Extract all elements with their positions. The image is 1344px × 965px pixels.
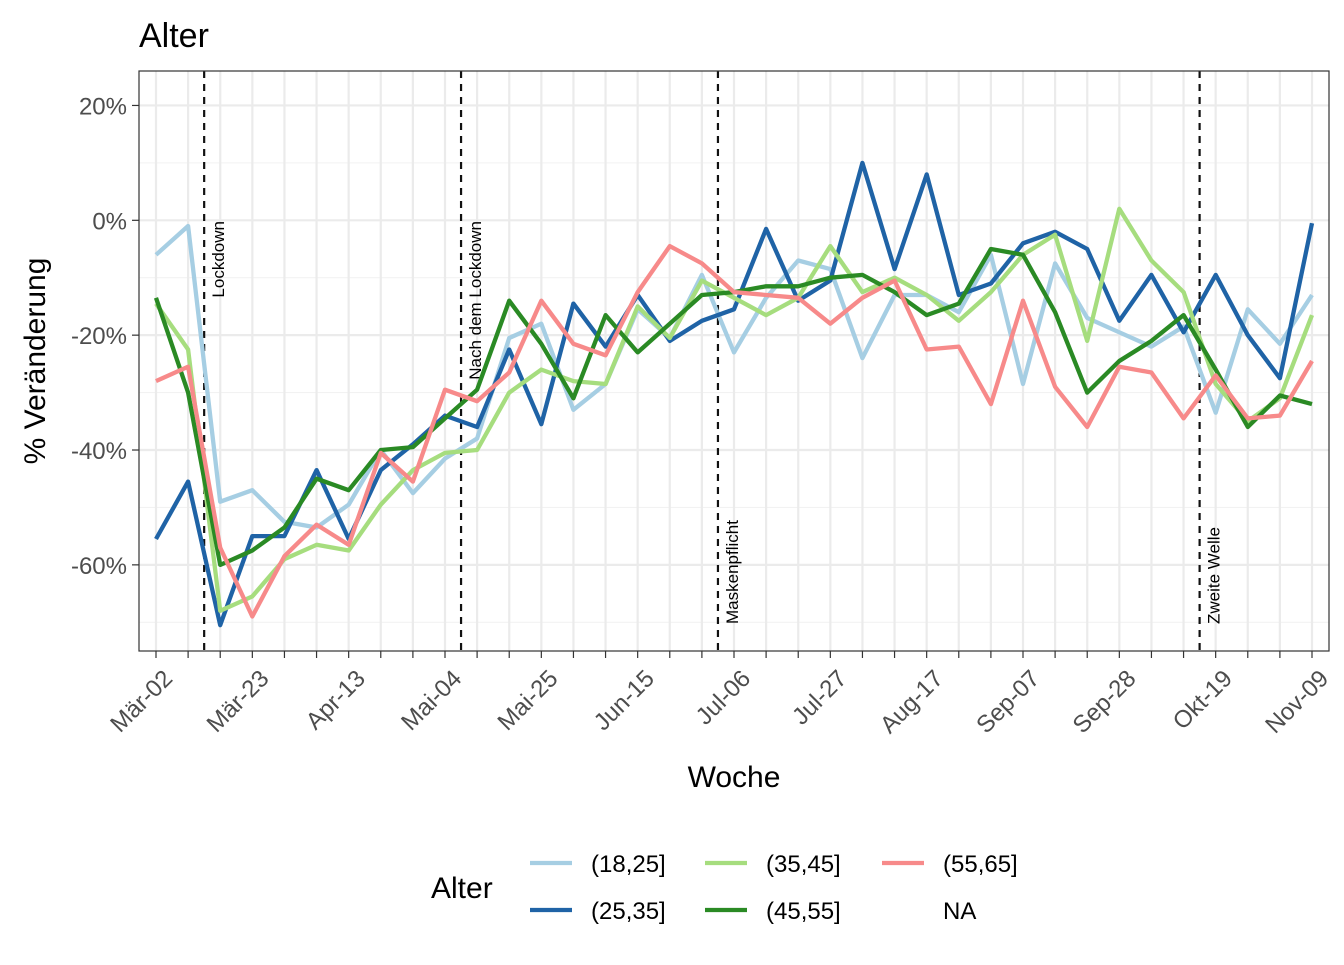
y-tick-label: 0% — [92, 208, 127, 235]
x-tick-label: Okt-19 — [1168, 665, 1238, 735]
legend-title: Alter — [431, 872, 493, 905]
annotation-label: Zweite Welle — [1205, 527, 1224, 624]
grid-major — [139, 71, 1329, 651]
x-tick-label: Mär-02 — [105, 665, 178, 738]
legend-label: (35,45] — [766, 851, 841, 878]
y-tick-label: 20% — [79, 93, 127, 120]
x-axis-label: Woche — [688, 761, 781, 794]
y-tick-label: -40% — [71, 438, 127, 465]
x-tick-label: Nov-09 — [1260, 665, 1334, 739]
x-tick-label: Jul-06 — [691, 665, 756, 730]
x-tick-label: Mär-23 — [202, 665, 275, 738]
legend-label: (45,55] — [766, 898, 841, 925]
y-axis: 20% 0% -20% -40% -60% — [71, 93, 139, 580]
x-tick-label: Apr-13 — [301, 665, 371, 735]
annotation-label: Lockdown — [209, 221, 228, 298]
series-line — [155, 243, 1314, 619]
x-tick-label: Jun-15 — [589, 665, 660, 736]
series-lines — [153, 160, 1315, 628]
legend-label: (25,35] — [591, 898, 666, 925]
chart-title: Alter — [139, 17, 209, 55]
legend-label: (18,25] — [591, 851, 666, 878]
annotation-label: Nach dem Lockdown — [466, 221, 485, 380]
x-tick-label: Mai-04 — [396, 665, 467, 736]
x-tick-label: Jul-27 — [787, 665, 852, 730]
y-tick-label: -60% — [71, 553, 127, 580]
x-tick-label: Mai-25 — [492, 665, 563, 736]
x-axis: Mär-02 Mär-23 Apr-13 Mai-04 Mai-25 Jun-15 Jul-… — [105, 651, 1334, 739]
legend-label: NA — [943, 898, 976, 925]
y-axis-label: % Veränderung — [19, 258, 52, 465]
x-tick-label: Sep-07 — [971, 665, 1045, 739]
plot-area: Lockdown Nach dem Lockdown Maskenpflicht Zw… — [138, 70, 1330, 652]
legend-label: (55,65] — [943, 851, 1018, 878]
legend: Alter (18,25] (25,35] (35,45] (45,55] (55,65… — [431, 851, 1018, 925]
annotation-label: Maskenpflicht — [723, 520, 742, 624]
y-tick-label: -20% — [71, 323, 127, 350]
series-line — [154, 206, 1315, 613]
x-tick-label: Sep-28 — [1068, 665, 1142, 739]
series-line — [154, 223, 1314, 530]
x-tick-label: Aug-17 — [875, 665, 949, 739]
